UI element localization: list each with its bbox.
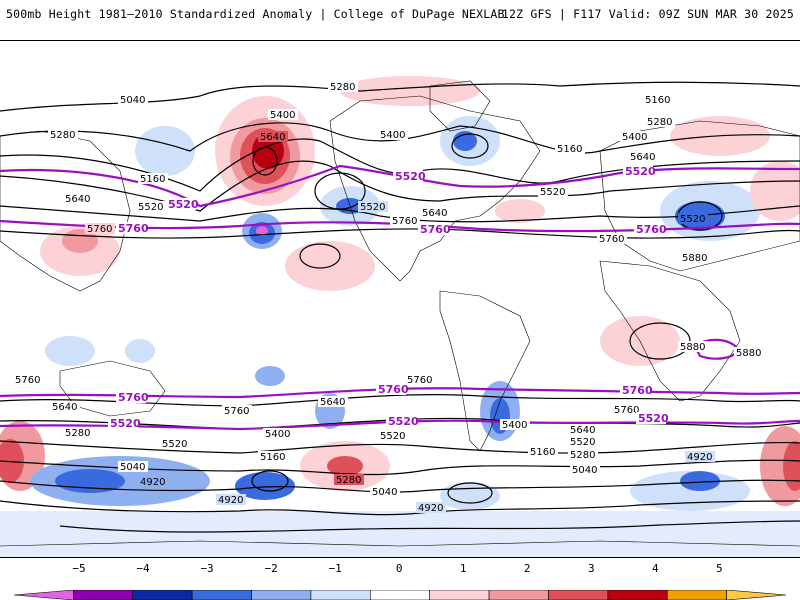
contour-label: 5400 — [622, 132, 647, 143]
contour-label: 5520 — [138, 202, 163, 213]
contour-label: 5880 — [736, 348, 761, 359]
contour-label: 5520 — [162, 439, 187, 450]
contour-label: 5160 — [645, 95, 670, 106]
contour-label: 5760 — [420, 223, 451, 236]
colorbar-tick-label: 3 — [587, 562, 595, 575]
colorbar-segment — [132, 590, 193, 600]
contour-label: 5280 — [50, 130, 75, 141]
contour-label: 5160 — [140, 174, 165, 185]
contour-label: 4920 — [218, 495, 243, 506]
contour-labels-purple: 5520 5520 5520 5760 5760 5760 5760 5760 … — [108, 165, 669, 430]
contour-label: 5760 — [599, 234, 624, 245]
colorbar: −5 −4 −3 −2 −1 0 1 2 3 4 5 — [0, 562, 800, 600]
colorbar-tick-label: 1 — [459, 562, 467, 575]
contour-label: 5520 — [360, 202, 385, 213]
colorbar-segment — [370, 590, 430, 600]
contour-label: 5520 — [680, 214, 705, 225]
header: 500mb Height 1981–2010 Standardized Anom… — [0, 0, 800, 28]
contour-label: 5880 — [682, 253, 707, 264]
colorbar-tick-label: −4 — [136, 562, 150, 575]
contour-label: 5640 — [260, 132, 285, 143]
contour-label: 5760 — [614, 405, 639, 416]
contour-label: 5640 — [630, 152, 655, 163]
contour-label: 4920 — [687, 452, 712, 463]
contour-label: 5400 — [265, 429, 290, 440]
contour-label: 5280 — [336, 475, 361, 486]
contour-labels-black: 5040 5280 5400 5640 5160 5160 5160 5280 … — [13, 81, 764, 514]
colorbar-tick-label: −5 — [72, 562, 86, 575]
contour-label: 5760 — [224, 406, 249, 417]
colorbar-segment — [73, 590, 134, 600]
contour-label: 5280 — [330, 82, 355, 93]
contour-label: 5040 — [372, 487, 397, 498]
contour-label: 5520 — [638, 412, 669, 425]
colorbar-segment — [666, 590, 727, 600]
contour-label: 5640 — [52, 402, 77, 413]
colorbar-tick-label: 4 — [651, 562, 659, 575]
colorbar-segment — [726, 590, 787, 600]
colorbar-segment — [488, 590, 549, 600]
contour-label: 4920 — [418, 503, 443, 514]
anomaly-map: 5040 5280 5400 5640 5160 5160 5160 5280 … — [0, 40, 800, 558]
contour-label: 5040 — [572, 465, 597, 476]
contour-label: 5520 — [168, 198, 199, 211]
map-title: 500mb Height 1981–2010 Standardized Anom… — [6, 7, 505, 21]
contour-label: 5160 — [557, 144, 582, 155]
contour-label: 5280 — [65, 428, 90, 439]
contour-label: 5760 — [87, 224, 112, 235]
contour-label: 5760 — [407, 375, 432, 386]
contour-label: 5520 — [110, 417, 141, 430]
contour-label: 5640 — [422, 208, 447, 219]
colorbar-tick-label: −2 — [264, 562, 278, 575]
colorbar-segment — [191, 590, 252, 600]
colorbar-segment — [13, 590, 74, 600]
contour-label: 5280 — [647, 117, 672, 128]
contour-label: 5520 — [540, 187, 565, 198]
contour-label: 5640 — [65, 194, 90, 205]
model-run-label: 12Z GFS | F117 Valid: 09Z SUN MAR 30 202… — [501, 7, 794, 21]
colorbar-scale — [13, 590, 787, 600]
colorbar-tick-label: 0 — [395, 562, 403, 575]
colorbar-segment — [310, 590, 371, 600]
colorbar-tick-label: −1 — [328, 562, 342, 575]
colorbar-tick-label: 5 — [716, 562, 723, 575]
contour-label: 5160 — [260, 452, 285, 463]
colorbar-segment — [548, 590, 609, 600]
contour-label: 5520 — [380, 431, 405, 442]
contour-label: 5760 — [378, 383, 409, 396]
contour-label: 5040 — [120, 462, 145, 473]
contour-label: 5400 — [502, 420, 527, 431]
contour-label: 5760 — [118, 391, 149, 404]
colorbar-tick-label: −3 — [200, 562, 214, 575]
map-canvas: 5040 5280 5400 5640 5160 5160 5160 5280 … — [0, 41, 800, 557]
colorbar-segment — [429, 590, 490, 600]
contour-label: 5880 — [680, 342, 705, 353]
contour-label: 5760 — [392, 216, 417, 227]
anomaly-shading — [0, 76, 800, 557]
contour-label: 5400 — [380, 130, 405, 141]
contour-label: 5640 — [320, 397, 345, 408]
contour-label: 5280 — [570, 450, 595, 461]
colorbar-tick-label: 2 — [523, 562, 531, 575]
contour-label: 5760 — [118, 222, 149, 235]
contour-label: 5520 — [625, 165, 656, 178]
contour-label: 5760 — [622, 384, 653, 397]
contour-label: 5760 — [15, 375, 40, 386]
contour-label: 5160 — [530, 447, 555, 458]
contour-label: 5520 — [570, 437, 595, 448]
colorbar-segment — [251, 590, 312, 600]
contour-label: 5640 — [570, 425, 595, 436]
contour-label: 5760 — [636, 223, 667, 236]
colorbar-segment — [607, 590, 668, 600]
contour-label: 5400 — [270, 110, 295, 121]
contour-label: 5520 — [388, 415, 419, 428]
contour-label: 5520 — [395, 170, 426, 183]
contour-label: 4920 — [140, 477, 165, 488]
contour-label: 5040 — [120, 95, 145, 106]
